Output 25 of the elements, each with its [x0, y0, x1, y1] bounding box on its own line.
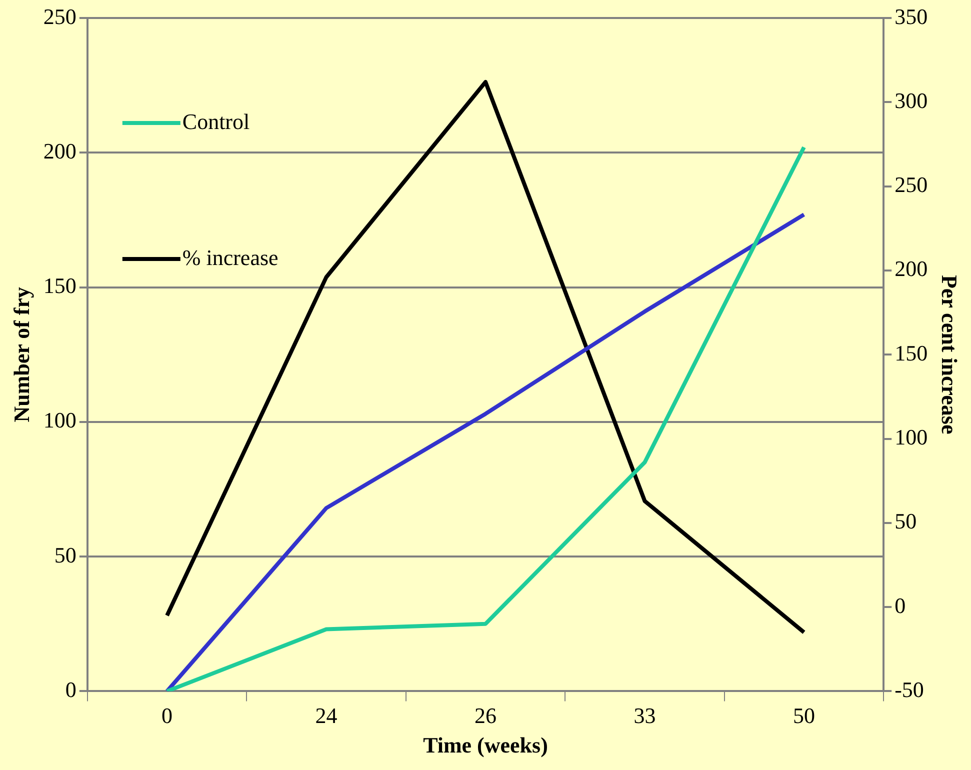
y2-tick-label: 150	[894, 340, 928, 366]
y-tick-label: 250	[43, 4, 76, 29]
y2-tick-label: 250	[894, 172, 928, 198]
y-tick-label: 200	[43, 138, 76, 164]
x-tick-label: 26	[474, 703, 496, 728]
legend-label: Control	[182, 108, 250, 134]
y-axis-title: Number of fry	[8, 286, 34, 422]
y2-tick-label: 50	[894, 508, 917, 534]
legend-label: % increase	[182, 244, 278, 270]
y-tick-label: 100	[43, 408, 76, 433]
y-tick-label: 150	[43, 273, 76, 298]
y2-axis-title: Per cent increase	[937, 274, 962, 434]
y2-tick-label: 350	[894, 4, 928, 29]
x-tick-label: 50	[792, 703, 815, 728]
x-tick-label: 0	[162, 703, 173, 728]
y-tick-label: 50	[54, 542, 76, 568]
x-axis-title: Time (weeks)	[423, 732, 548, 758]
y2-tick-label: 100	[894, 424, 928, 450]
x-tick-label: 24	[315, 703, 338, 728]
y2-tick-label: 300	[894, 88, 928, 113]
y2-tick-label: 200	[894, 256, 928, 282]
y2-tick-label: 0	[894, 592, 906, 618]
y2-tick-label: -50	[894, 676, 924, 702]
x-tick-label: 33	[634, 703, 656, 728]
y-tick-label: 0	[65, 676, 76, 702]
